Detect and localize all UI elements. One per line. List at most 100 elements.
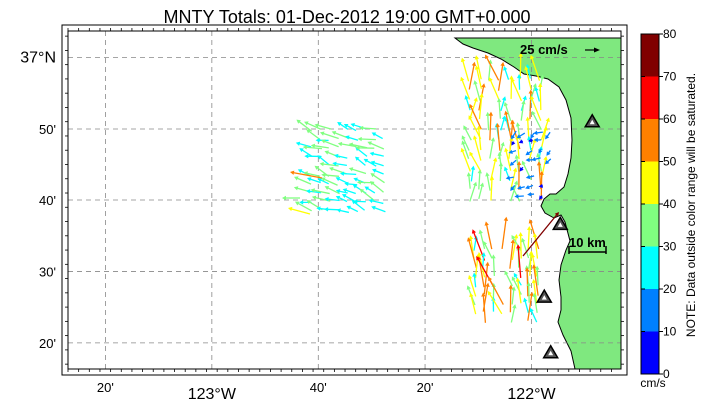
current-vector	[357, 158, 366, 166]
velocity-scale-arrowhead	[594, 47, 600, 53]
current-vector-head	[479, 182, 485, 187]
current-vector	[366, 187, 376, 194]
current-vector-head	[460, 76, 465, 82]
current-vector	[339, 123, 349, 130]
current-vector-head	[501, 96, 507, 101]
current-vector-head	[353, 177, 358, 182]
current-vector	[522, 214, 558, 257]
current-vector-head	[331, 130, 337, 136]
current-vector-head	[531, 264, 537, 269]
current-vector	[526, 270, 529, 297]
current-vector	[362, 127, 377, 130]
current-vector	[536, 268, 539, 286]
current-vector-head	[370, 173, 375, 178]
current-vector-head	[523, 297, 528, 303]
current-vector-head	[346, 205, 352, 210]
current-vector-head	[525, 64, 531, 69]
current-vector-head	[324, 207, 329, 212]
current-vector	[499, 165, 502, 181]
current-vector	[512, 188, 521, 202]
current-vector	[468, 64, 475, 90]
current-vector-head	[545, 117, 550, 123]
current-vector-head	[474, 65, 480, 70]
current-vector-head	[538, 146, 543, 151]
current-vector-head	[538, 195, 544, 200]
current-vector	[372, 174, 385, 184]
current-vector-head	[536, 161, 542, 166]
current-vector	[512, 130, 517, 138]
current-vector-head	[316, 206, 321, 211]
lat-tick-label: 50'	[39, 122, 56, 137]
current-vector-head	[528, 250, 534, 255]
current-vector	[461, 79, 471, 100]
current-vector-head	[466, 237, 472, 242]
current-vector-head	[302, 145, 308, 150]
current-vector-head	[508, 149, 513, 154]
current-vector-head	[473, 80, 478, 85]
colorbar-tick-label: 50	[663, 155, 677, 169]
current-vector-head	[357, 136, 362, 142]
current-vector-head	[321, 172, 326, 178]
current-vector-head	[543, 156, 548, 161]
current-vector-head	[485, 54, 489, 60]
current-vector-head	[371, 205, 376, 210]
current-vector	[335, 162, 347, 167]
current-vector	[324, 174, 340, 177]
current-vector-head	[511, 141, 516, 146]
current-vector-head	[522, 95, 527, 100]
current-vector-head	[517, 185, 522, 190]
current-vector-head	[524, 65, 529, 71]
current-vector	[510, 183, 517, 202]
current-vector	[357, 148, 368, 157]
colorbar-units: cm/s	[640, 376, 665, 390]
current-vector-head	[485, 282, 490, 287]
radar-station-marker-inner	[557, 222, 563, 227]
current-vector-head	[294, 201, 300, 206]
current-vector-head	[488, 276, 493, 282]
current-vector-head	[369, 151, 374, 157]
current-vector	[371, 200, 384, 205]
current-vector-head	[319, 131, 325, 136]
current-vector-head	[525, 157, 530, 163]
current-vector-head	[317, 178, 323, 183]
current-vector	[511, 289, 515, 305]
current-vector-head	[461, 135, 466, 140]
current-vector-head	[498, 162, 504, 167]
colorbar-tick-label: 80	[663, 27, 677, 41]
current-vector	[492, 257, 496, 276]
current-vector-head	[341, 194, 347, 199]
current-vector-head	[485, 261, 490, 266]
current-vector	[511, 159, 517, 165]
current-vector-head	[529, 291, 534, 297]
current-vector-head	[532, 83, 537, 88]
radar-station-marker-inner	[548, 350, 554, 356]
current-vector-head	[525, 184, 530, 190]
current-vector-head	[306, 177, 312, 182]
current-vector	[327, 187, 340, 195]
current-vector	[533, 295, 538, 313]
current-vector	[319, 156, 330, 166]
current-vector-head	[545, 134, 550, 140]
current-vector-head	[511, 286, 516, 291]
current-vector-head	[527, 135, 532, 141]
current-vector	[293, 171, 323, 179]
current-vector-head	[534, 86, 539, 92]
current-vector-head	[364, 186, 370, 191]
current-vector-head	[472, 135, 478, 140]
current-vector	[374, 169, 384, 175]
current-vector	[478, 185, 483, 200]
current-vector	[500, 118, 505, 131]
current-vector-head	[510, 120, 515, 125]
current-vector-head	[500, 61, 505, 67]
current-vector	[517, 280, 522, 304]
current-vector	[347, 136, 359, 141]
current-vector	[308, 130, 321, 141]
current-vector-head	[479, 93, 484, 98]
current-vector-head	[518, 232, 523, 237]
current-vector	[331, 168, 347, 175]
colorbar-tick-label: 0	[663, 367, 670, 381]
map-frame-inner	[67, 30, 622, 370]
current-vector	[525, 68, 532, 90]
radar-station-marker-inner	[541, 295, 547, 300]
current-vector-head	[535, 265, 540, 270]
